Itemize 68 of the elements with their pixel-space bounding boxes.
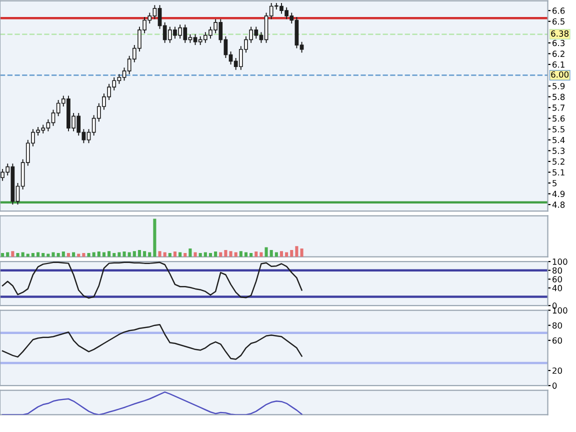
y-tick-label: 60 [552,337,562,344]
ref-line-label: 6.38 [551,30,569,37]
bar [184,253,187,257]
bar [87,253,90,257]
y-tick-label: 5.3 [552,148,565,154]
line-series [2,262,302,299]
y-tick-label: 60 [552,276,562,282]
y-tick-label: 5.8 [552,94,565,100]
y-tick-label: 5.5 [552,126,564,132]
bar [42,253,45,257]
bar [112,253,116,257]
y-tick-label: 6.2 [552,50,564,57]
bar [173,251,177,257]
bar [11,251,14,257]
bar [82,253,86,257]
bar [143,251,146,257]
y-tick-label: 6.3 [552,40,565,46]
bar [56,253,60,257]
bar [208,253,212,257]
y-tick-label: 5.9 [552,82,565,90]
bar [138,250,141,257]
y-tick-label: 0 [552,382,557,389]
bar [132,251,136,257]
bar [1,253,4,257]
bar [214,251,218,257]
bar [250,253,253,257]
bar [108,251,111,257]
bar [188,248,192,257]
y-tick-label: 40 [552,284,562,292]
y-tick-label: 100 [552,307,568,314]
y-tick-label: 100 [552,258,568,265]
bar [239,251,242,257]
bar [31,253,34,257]
y-tick-label: 80 [552,267,562,274]
bar [280,251,284,257]
bar [66,253,70,257]
bar [158,251,162,257]
y-tick-label: 5.4 [552,136,565,144]
bar [295,246,298,257]
y-tick-label: 4.9 [552,190,565,198]
bar [122,251,126,257]
bar [254,251,258,257]
bar [52,252,55,257]
y-tick-label: 6.1 [552,61,564,68]
bar [97,251,100,257]
y-tick-label: 5.2 [552,158,564,165]
bar [290,250,294,257]
y-tick-label: 5.1 [552,169,564,176]
bar [229,251,232,257]
y-tick-label: 6.6 [552,8,565,14]
y-tick-label: 5 [552,180,557,186]
y-tick-label: 20 [552,367,562,374]
bar [198,253,202,257]
ref-line-label: 6.00 [551,71,569,78]
bar [270,250,273,257]
line-series [2,324,302,360]
bar [224,250,228,257]
y-tick-label: 6.5 [552,18,564,25]
bar [264,247,268,257]
y-tick-label: 4.8 [552,202,565,208]
bar [16,253,20,257]
y-tick-label: 5.6 [552,115,565,122]
bar [153,218,156,257]
y-tick-label: 80 [552,322,562,329]
bar [300,248,304,257]
bar [168,253,172,257]
bar [62,251,65,257]
y-tick-label: 5.7 [552,104,564,111]
